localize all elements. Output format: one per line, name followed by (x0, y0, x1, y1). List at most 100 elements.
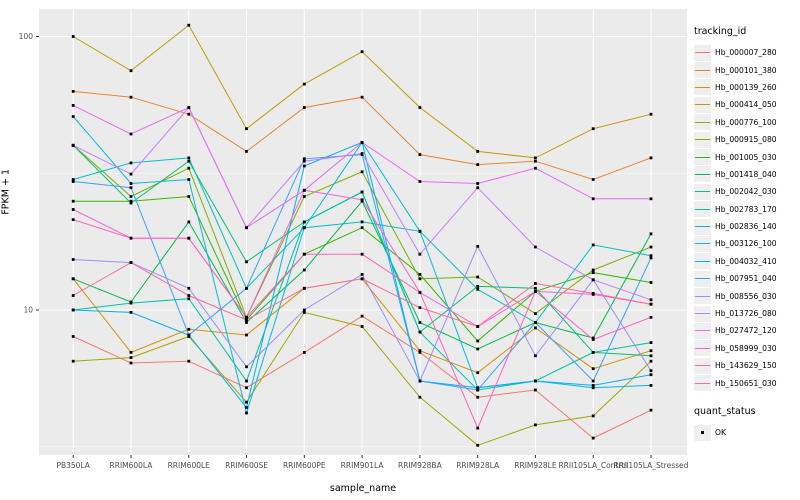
legend-item: Hb_000139_260 (694, 79, 798, 96)
x-tick-label: RRIM928LE (514, 461, 557, 470)
legend-item: Hb_058999_030 (694, 340, 798, 357)
data-point (591, 197, 595, 201)
legend-key-line-icon (695, 330, 710, 332)
data-point (187, 236, 191, 240)
data-point (591, 336, 595, 340)
data-point (129, 311, 133, 314)
legend-items: Hb_000007_280 Hb_000101_380 Hb_000139_260 H… (694, 44, 798, 392)
data-point (360, 95, 364, 99)
data-point (418, 395, 422, 399)
data-point (591, 436, 595, 440)
data-point (187, 294, 191, 297)
data-point (302, 195, 306, 198)
y-tick-label: 10 (23, 306, 33, 315)
data-point (418, 379, 422, 383)
legend-item: Hb_000414_050 (694, 96, 798, 113)
data-point (360, 152, 364, 155)
data-point (245, 379, 248, 383)
legend-item: Hb_150651_030 (694, 374, 798, 392)
data-point (649, 341, 653, 344)
data-point (302, 308, 306, 312)
data-point (649, 349, 653, 353)
legend-item: Hb_000915_080 (694, 131, 798, 148)
data-point (71, 308, 75, 312)
legend-key (694, 218, 711, 235)
data-point (129, 195, 133, 198)
data-point (245, 386, 248, 390)
data-point (302, 82, 306, 86)
legend-key (694, 131, 711, 148)
data-point (129, 301, 133, 305)
data-point (534, 379, 537, 383)
data-point (129, 95, 133, 99)
data-point (591, 268, 595, 272)
legend-item: Hb_000007_280 (694, 44, 798, 61)
data-point (534, 321, 537, 324)
legend-item-label: Hb_150651_030 (715, 378, 777, 388)
data-point (71, 335, 75, 338)
data-point (360, 314, 364, 318)
legend-key (694, 79, 711, 96)
legend-item-label: Hb_004032_410 (715, 256, 777, 266)
legend-key-line-icon (695, 156, 710, 158)
data-point (360, 199, 364, 203)
data-point (245, 286, 248, 290)
data-point (187, 195, 191, 198)
data-point (418, 349, 422, 353)
legend-item: Hb_000776_100 (694, 114, 798, 131)
legend-item-label: Hb_002836_140 (715, 222, 777, 232)
data-point (591, 127, 595, 131)
legend-key-line-icon (695, 347, 710, 349)
legend-item-label: Hb_000414_050 (715, 100, 777, 110)
data-point (129, 351, 133, 354)
data-point (476, 388, 480, 392)
data-point (187, 297, 191, 301)
x-tick-label: RRIM901LA (341, 461, 385, 470)
data-point (649, 359, 653, 363)
data-point (534, 286, 537, 290)
data-point (129, 199, 133, 203)
data-point (360, 170, 364, 174)
data-point (649, 256, 653, 260)
data-point (649, 369, 653, 373)
legend-item: Hb_001418_040 (694, 166, 798, 183)
data-point (71, 143, 75, 147)
data-point (591, 278, 595, 282)
data-point (591, 414, 595, 418)
data-point (245, 315, 248, 319)
data-point (245, 321, 248, 324)
legend-key (694, 183, 711, 200)
data-point (71, 359, 75, 363)
data-point (649, 298, 653, 302)
legend-key (694, 305, 711, 322)
data-point (71, 180, 75, 183)
data-point (476, 443, 480, 447)
data-point (129, 132, 133, 136)
data-point (245, 127, 248, 131)
data-point (534, 354, 537, 358)
data-point (649, 245, 653, 249)
legend-key-line-icon (695, 52, 710, 54)
data-point (591, 243, 595, 247)
legend-item-label: Hb_058999_030 (715, 343, 777, 353)
data-point (187, 286, 191, 290)
data-point (476, 285, 480, 288)
legend-key-line-icon (695, 86, 710, 88)
data-point (71, 115, 75, 118)
x-tick-label: RRIM600LA (110, 461, 154, 470)
data-point (302, 226, 306, 230)
legend-key (694, 149, 711, 166)
legend-key-line-icon (695, 208, 710, 210)
data-point (534, 423, 537, 427)
data-point (187, 359, 191, 363)
data-point (476, 287, 480, 291)
filled-square-icon (701, 431, 704, 434)
data-point (302, 252, 306, 256)
legend-key (694, 62, 711, 79)
legend-item-label: Hb_002783_170 (715, 204, 777, 214)
data-point (187, 112, 191, 116)
data-point (302, 220, 306, 224)
data-point (245, 150, 248, 153)
data-point (476, 275, 480, 279)
